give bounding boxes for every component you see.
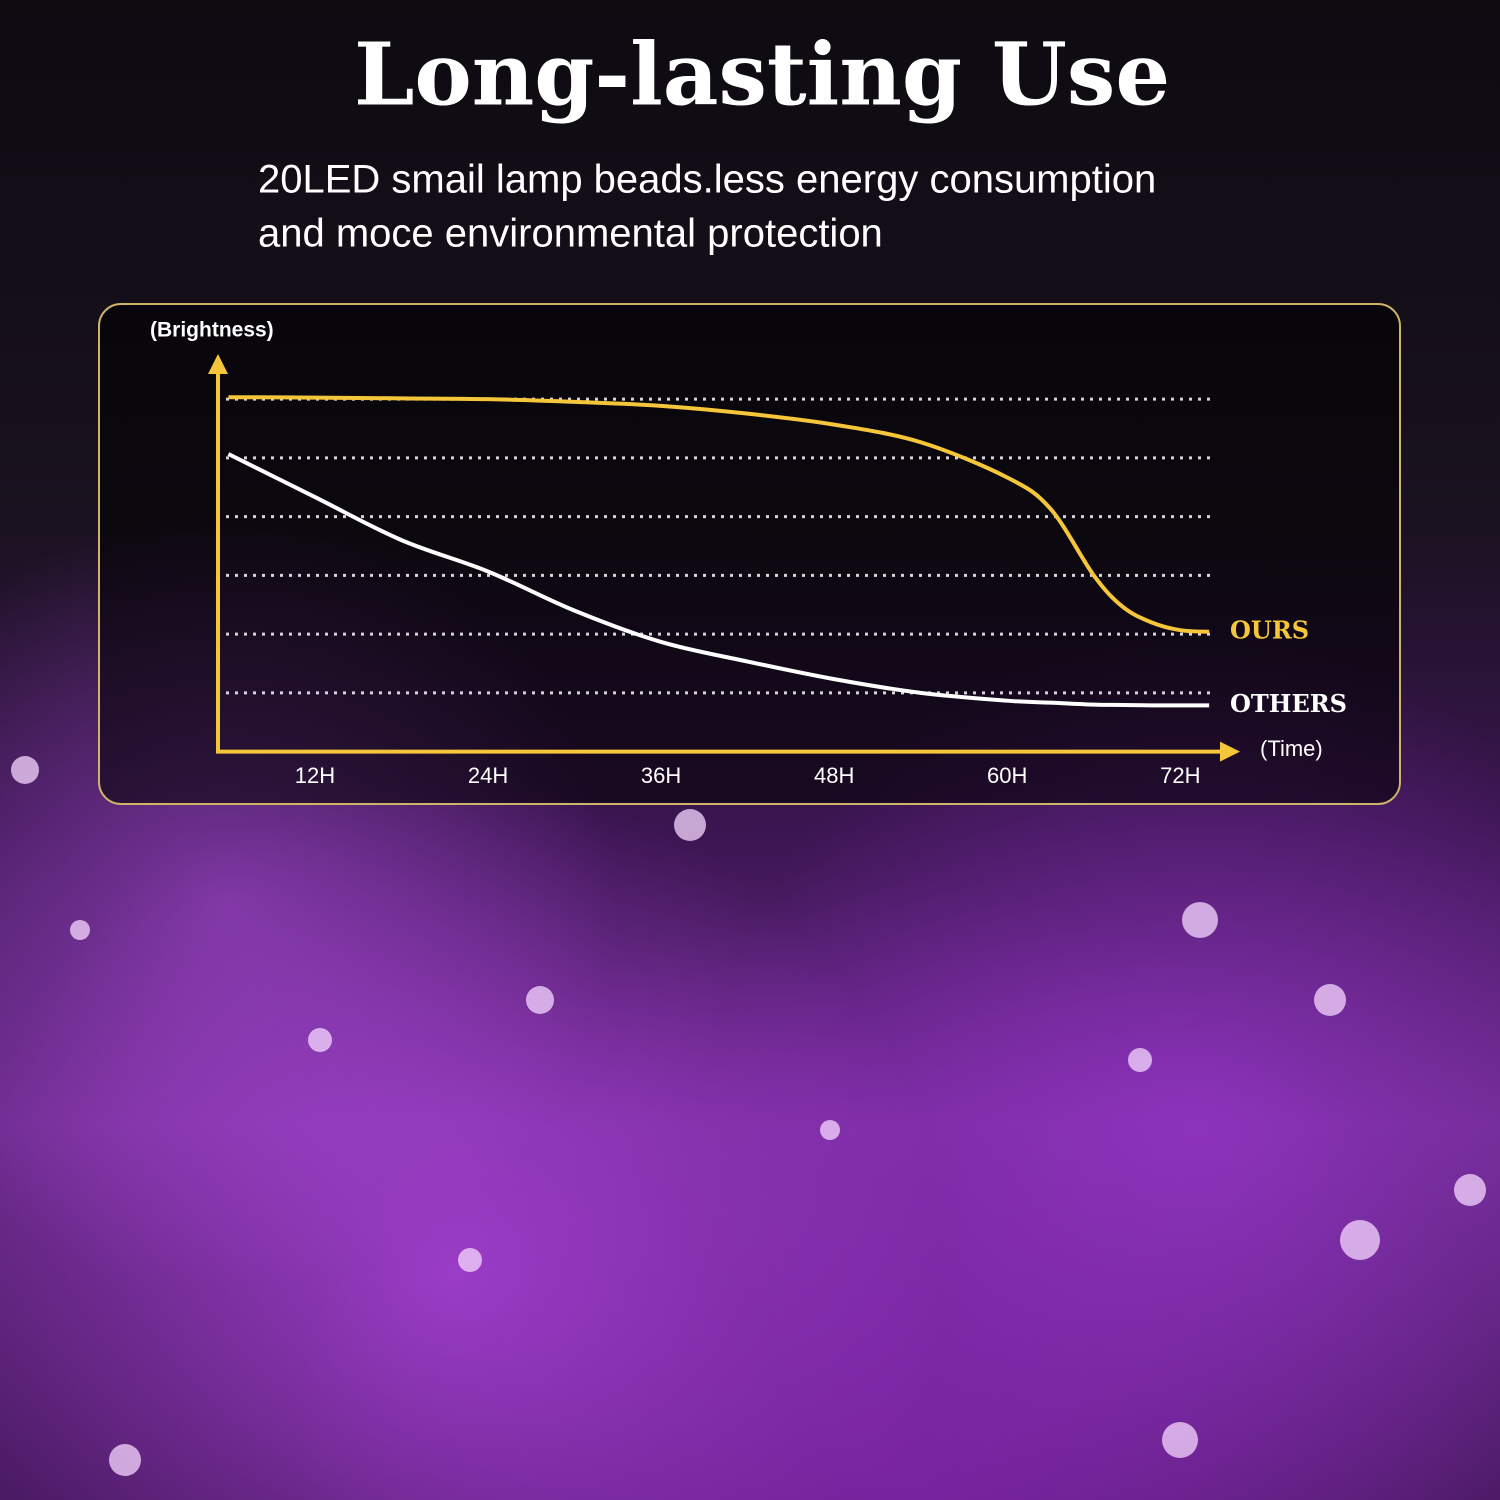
chart-panel <box>98 303 1401 805</box>
x-tick-label: 60H <box>987 763 1027 788</box>
subtitle-line: 20LED smail lamp beads.less energy consu… <box>258 158 1156 202</box>
subtitle-line: and moce environmental protection <box>258 212 883 256</box>
series-label: OTHERS <box>1230 689 1347 718</box>
x-axis-arrow <box>1220 741 1240 762</box>
x-axis-label: (Time) <box>1260 736 1323 761</box>
bokeh-lights <box>11 756 1486 1476</box>
title: Long-lasting Use <box>354 25 1170 126</box>
x-tick-label: 24H <box>468 763 508 788</box>
y-axis-label: (Brightness) <box>150 319 274 342</box>
x-tick-label: 36H <box>641 763 681 788</box>
series-line <box>228 395 1210 634</box>
x-tick-label: 72H <box>1160 763 1200 788</box>
series-label: OURS <box>1230 615 1309 644</box>
series-line <box>227 452 1210 708</box>
x-tick-label: 48H <box>814 763 854 788</box>
y-axis-arrow <box>208 354 228 374</box>
x-tick-label: 12H <box>295 763 335 788</box>
